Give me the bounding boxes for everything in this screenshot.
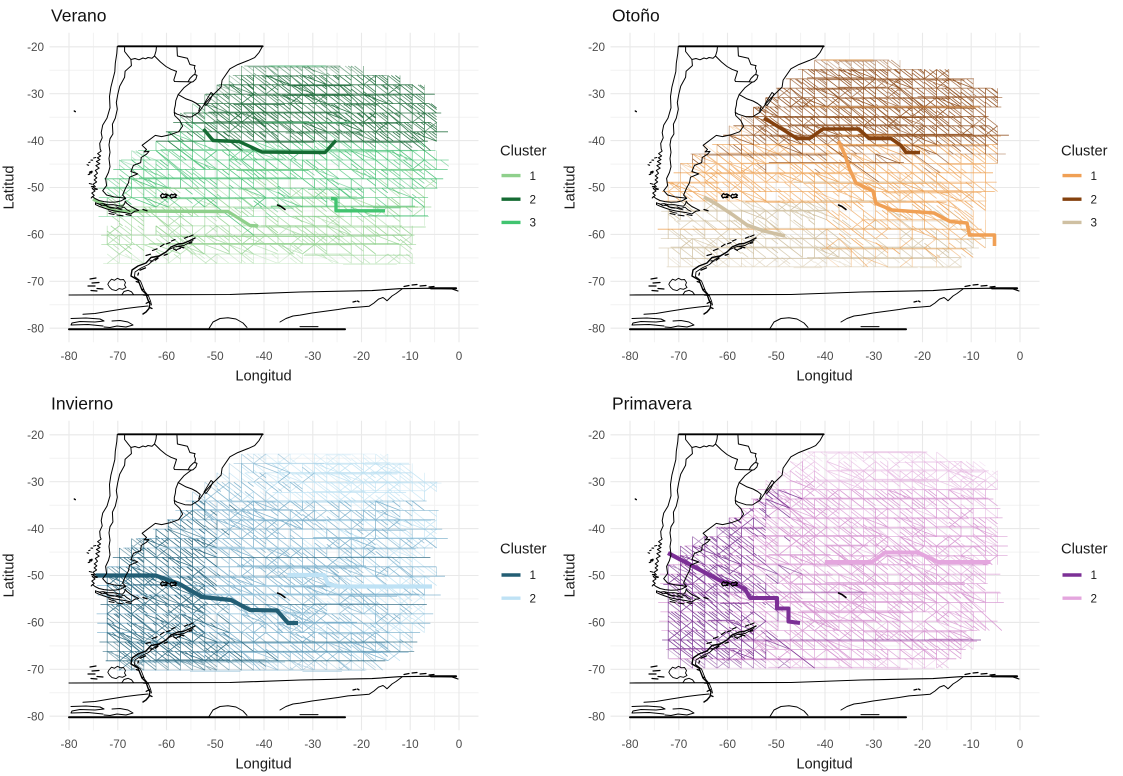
svg-text:Cluster: Cluster <box>500 144 547 160</box>
svg-text:1: 1 <box>530 569 537 582</box>
svg-text:2: 2 <box>530 193 537 206</box>
svg-text:1: 1 <box>530 170 537 183</box>
svg-text:Verano: Verano <box>51 6 106 26</box>
svg-text:1: 1 <box>1091 569 1098 582</box>
svg-text:Cluster: Cluster <box>1061 144 1108 160</box>
svg-text:3: 3 <box>1091 217 1098 230</box>
svg-text:Primavera: Primavera <box>612 394 692 414</box>
svg-text:3: 3 <box>530 217 537 230</box>
svg-text:Otoño: Otoño <box>612 6 660 26</box>
svg-text:Invierno: Invierno <box>51 394 113 414</box>
svg-text:1: 1 <box>1091 170 1098 183</box>
svg-text:2: 2 <box>1091 592 1098 605</box>
svg-text:Cluster: Cluster <box>500 541 547 557</box>
svg-text:2: 2 <box>1091 193 1098 206</box>
svg-text:2: 2 <box>530 592 537 605</box>
svg-text:Cluster: Cluster <box>1061 541 1108 557</box>
